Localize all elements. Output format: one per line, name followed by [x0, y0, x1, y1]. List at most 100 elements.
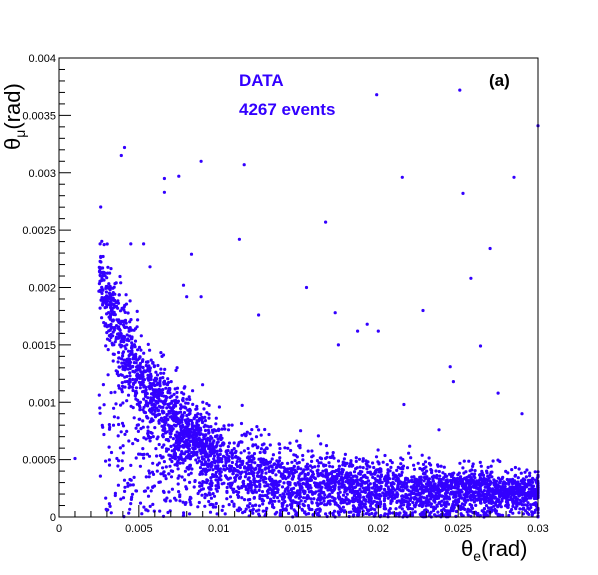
data-point [146, 494, 151, 498]
data-point [253, 488, 257, 493]
data-point [424, 476, 428, 481]
data-point [224, 461, 228, 465]
data-point [117, 334, 121, 338]
data-point [246, 455, 250, 459]
data-point [523, 484, 527, 488]
x-axis-subscript: e [473, 548, 481, 564]
data-point [408, 444, 412, 448]
data-point [459, 479, 463, 483]
data-point [358, 478, 362, 482]
data-point [356, 329, 360, 333]
data-point [377, 461, 381, 465]
data-point [163, 367, 167, 371]
data-point [329, 472, 334, 476]
data-point [386, 471, 390, 475]
data-point [307, 511, 311, 516]
data-point [298, 488, 302, 492]
data-point [355, 508, 359, 512]
data-point [220, 460, 224, 464]
data-point [454, 495, 458, 499]
data-point [480, 469, 484, 473]
data-point [153, 413, 157, 417]
data-point [98, 306, 102, 310]
data-point [187, 467, 191, 471]
data-point [500, 497, 504, 501]
data-point [388, 459, 393, 463]
data-point [116, 326, 120, 330]
data-point [117, 384, 121, 388]
data-point [486, 506, 491, 510]
data-point [247, 471, 251, 476]
data-point [236, 493, 240, 497]
data-point [215, 449, 219, 453]
data-point [120, 373, 124, 377]
data-point [285, 486, 289, 490]
data-point [168, 499, 172, 503]
data-point [272, 468, 276, 472]
data-point [304, 465, 308, 469]
data-point [120, 361, 124, 365]
data-point [106, 373, 110, 377]
data-point [434, 469, 438, 473]
data-point [110, 311, 114, 315]
data-point [341, 470, 345, 474]
data-point [310, 490, 314, 494]
data-point [265, 462, 269, 466]
data-point [470, 472, 474, 476]
data-point [248, 432, 252, 436]
data-point [452, 485, 456, 489]
data-point [210, 463, 214, 467]
svg-text:θμ(rad): θμ(rad) [0, 83, 28, 150]
data-point [198, 484, 202, 488]
data-point [445, 501, 449, 505]
data-point [200, 482, 204, 486]
data-point [220, 427, 224, 431]
data-point [332, 488, 336, 492]
data-point [263, 427, 267, 432]
data-point [152, 378, 156, 382]
data-point [302, 491, 306, 496]
data-point [427, 461, 431, 466]
data-point [141, 408, 145, 412]
data-point [164, 465, 168, 469]
data-point [168, 425, 172, 429]
data-point [238, 465, 242, 470]
data-point [121, 444, 125, 448]
data-point [357, 503, 361, 507]
data-point [473, 472, 477, 476]
data-point [101, 254, 105, 259]
data-point [98, 267, 102, 271]
data-point [211, 441, 215, 445]
data-point [402, 498, 406, 502]
data-point [333, 475, 337, 479]
data-point [186, 417, 190, 421]
data-point [477, 495, 481, 499]
data-point [209, 476, 213, 480]
data-point [267, 432, 271, 437]
data-point [238, 457, 242, 461]
data-point [372, 465, 376, 470]
data-point [496, 483, 500, 487]
data-point [119, 340, 123, 344]
data-point [358, 465, 362, 469]
data-point [316, 434, 320, 438]
data-point [188, 430, 192, 434]
data-point [218, 448, 222, 452]
data-point [162, 394, 166, 398]
data-point [168, 402, 172, 406]
data-point [400, 175, 404, 179]
data-point [107, 502, 111, 506]
data-point [144, 437, 148, 441]
data-point [126, 484, 130, 488]
data-point [232, 490, 236, 494]
data-point [516, 480, 520, 484]
data-point [260, 497, 264, 502]
data-point [121, 451, 125, 455]
data-point [241, 461, 245, 465]
data-point [427, 477, 431, 481]
data-point [288, 491, 292, 495]
data-point [148, 368, 152, 373]
data-point [345, 461, 349, 465]
svg-text:θe(rad): θe(rad) [461, 536, 528, 564]
data-point [172, 415, 176, 419]
